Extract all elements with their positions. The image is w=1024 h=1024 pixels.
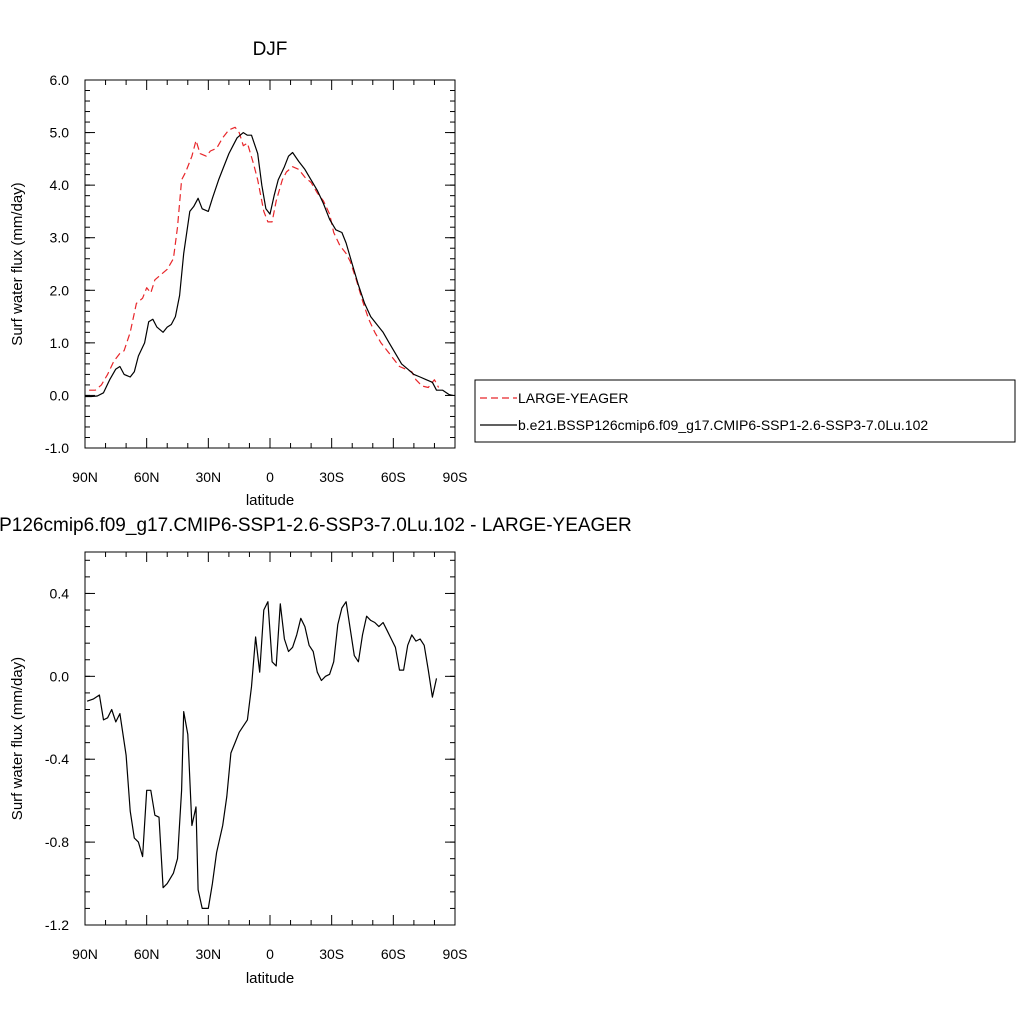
x-tick-label: 60N (134, 946, 160, 962)
y-axis-label: Surf water flux (mm/day) (9, 657, 26, 820)
y-tick-label: 0.0 (50, 668, 70, 684)
y-tick-label: 3.0 (50, 230, 70, 246)
x-axis-label: latitude (246, 492, 294, 509)
x-tick-label: 30S (319, 469, 344, 485)
series-line-1 (85, 132, 454, 398)
x-tick-label: 0 (266, 469, 274, 485)
x-tick-label: 60S (381, 469, 406, 485)
series-line-0 (86, 601, 438, 910)
y-tick-label: 0.4 (50, 585, 70, 601)
series-line-0 (89, 126, 440, 391)
x-tick-label: 90S (443, 946, 468, 962)
y-tick-label: 5.0 (50, 125, 70, 141)
legend-label-1: b.e21.BSSP126cmip6.f09_g17.CMIP6-SSP1-2.… (518, 417, 928, 433)
y-tick-label: 1.0 (50, 335, 70, 351)
x-tick-label: 90N (72, 469, 98, 485)
x-tick-label: 30N (195, 469, 221, 485)
y-axis-label: Surf water flux (mm/day) (9, 182, 26, 345)
y-tick-label: 4.0 (50, 177, 70, 193)
plot-frame-1 (84, 551, 456, 926)
x-tick-label: 30N (195, 946, 221, 962)
y-tick-label: 0.0 (50, 387, 70, 403)
legend-label-0: LARGE-YEAGER (518, 390, 628, 406)
y-tick-label: -0.8 (45, 834, 69, 850)
legend-box (474, 379, 1016, 443)
y-tick-label: -0.4 (45, 751, 69, 767)
x-tick-label: 60S (381, 946, 406, 962)
chart-title: DJF (253, 39, 288, 60)
y-tick-label: 2.0 (50, 282, 70, 298)
x-axis-label: latitude (246, 970, 294, 987)
x-tick-label: 90S (443, 469, 468, 485)
y-tick-label: -1.2 (45, 917, 69, 933)
x-tick-label: 0 (266, 946, 274, 962)
y-tick-label: 6.0 (50, 72, 70, 88)
x-tick-label: 30S (319, 946, 344, 962)
plot-frame-0 (84, 79, 456, 449)
chart-title: b.e21.BSSP126cmip6.f09_g17.CMIP6-SSP1-2.… (0, 515, 632, 536)
x-tick-label: 90N (72, 946, 98, 962)
y-tick-label: -1.0 (45, 440, 69, 456)
x-tick-label: 60N (134, 469, 160, 485)
